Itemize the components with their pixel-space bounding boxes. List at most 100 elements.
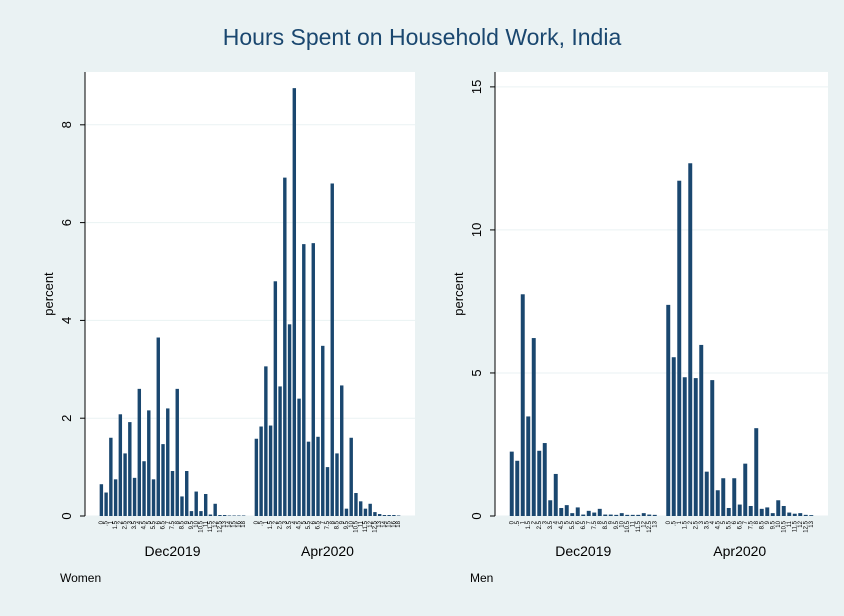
x-tick-label: 10 [776,520,782,527]
x-tick-label: 11 [203,520,209,527]
bar [180,496,184,516]
bar [693,378,698,516]
bar [570,513,575,516]
x-tick-label: 13 [652,520,658,527]
bar [340,385,344,516]
bar [754,428,759,516]
x-tick-label: 16 [236,520,242,527]
x-tick-label: 3 [542,520,548,524]
y-tick-label: 2 [59,415,74,422]
bar [208,514,213,516]
bar [537,450,542,516]
y-tick-label: 15 [469,80,484,94]
bar [636,514,641,516]
x-tick-label: 2 [531,520,537,524]
x-tick-label: 12 [368,520,374,527]
x-tick-label: 5 [564,520,570,524]
x-tick-label: 2.5 [278,520,284,529]
x-tick-label: 4.5 [142,520,148,529]
bar [335,453,339,516]
x-tick-label: 13 [377,520,383,527]
x-tick-label: 3 [127,520,133,524]
x-tick-label: 1.5 [526,520,532,529]
x-tick-label: 12.5 [647,520,653,532]
bar [592,512,597,516]
group-label: Dec2019 [555,543,611,559]
bar [787,512,792,516]
x-tick-label: 16 [391,520,397,527]
bar [770,513,775,516]
bar [287,324,292,516]
x-tick-label: 5 [146,520,152,524]
bar [344,508,349,516]
x-tick-label: 7.5 [592,520,598,529]
bar [515,460,520,516]
x-tick-label: 8 [175,520,181,524]
x-tick-label: 10 [349,520,355,527]
bar [325,467,330,516]
bar [377,514,382,516]
bar [330,183,334,516]
x-tick-label: 12.5 [372,520,378,532]
bar [213,503,217,516]
x-tick-label: 4 [553,520,559,524]
x-tick-label: 7 [165,520,171,524]
bar [273,281,278,516]
bar [520,294,525,516]
x-tick-label: 0 [509,520,515,524]
bar [699,344,704,516]
bar [151,479,156,516]
bar [619,513,624,516]
bar [732,478,737,516]
bar [218,515,222,516]
bar [688,163,693,516]
bar [170,471,175,516]
bar [781,505,786,516]
x-tick-label: 6 [311,520,317,524]
x-tick-label: 12.5 [803,520,809,532]
x-tick-label: 6 [156,520,162,524]
x-tick-label: 1 [520,520,526,524]
bar [316,436,320,516]
y-tick-label: 5 [469,369,484,376]
bar [630,514,635,516]
x-tick-label: 9 [608,520,614,524]
x-tick-label: 13 [809,520,815,527]
x-tick-label: 11 [630,520,636,527]
x-tick-label: 10.5 [781,520,787,532]
bar [156,337,160,516]
bar [392,515,396,516]
x-tick-label: 4.5 [715,520,721,529]
bar [254,438,259,516]
x-tick-label: 6.5 [316,520,322,529]
bar [792,513,797,516]
bar [132,477,137,516]
x-tick-label: 0 [254,520,260,524]
bar [759,508,764,516]
y-tick-label: 6 [59,219,74,226]
y-tick-label: 10 [469,223,484,237]
x-tick-label: 5.5 [306,520,312,529]
x-tick-label: 11.5 [208,520,214,532]
x-tick-label: 14 [382,520,388,527]
x-tick-label: 8.5 [759,520,765,529]
bar [109,437,113,516]
plot-area [85,72,415,516]
x-tick-label: 2 [688,520,694,524]
bar [677,180,682,516]
bar [608,514,613,516]
x-tick-label: 1.5 [268,520,274,529]
bar [199,511,203,516]
x-tick-label: 9.5 [770,520,776,529]
x-tick-label: 3 [699,520,705,524]
bar [809,515,814,516]
bar [189,511,194,516]
group-label: Apr2020 [301,543,354,559]
x-tick-label: 4 [292,520,298,524]
group-label: Apr2020 [713,543,766,559]
x-tick-label: .5 [671,520,677,526]
x-tick-label: 18 [396,520,402,527]
group-label: Dec2019 [144,543,200,559]
bar [704,471,709,516]
bar [166,408,170,516]
